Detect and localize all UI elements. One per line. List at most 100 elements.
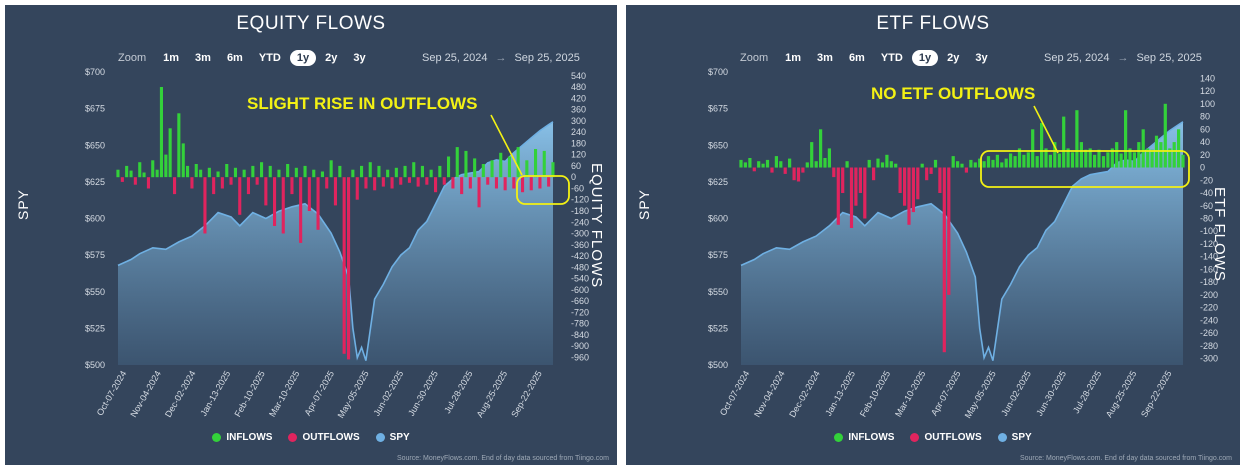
outflow-bar (512, 177, 516, 189)
outflow-bar (854, 167, 858, 206)
right-tick-label: -180 (571, 206, 589, 216)
inflow-bar (1022, 154, 1026, 168)
right-tick-label: -60 (1200, 201, 1213, 211)
legend-spy[interactable]: SPY (997, 432, 1032, 443)
x-tick-label: Jun-02-2025 (999, 369, 1033, 418)
range-from[interactable]: Sep 25, 2024 (422, 52, 488, 64)
annotation-highlight-box (516, 175, 570, 205)
source-note: Source: MoneyFlows.com. End of day data … (396, 455, 609, 462)
legend-spy-label: SPY (1011, 432, 1032, 443)
inflow-bar (294, 167, 298, 178)
legend-outflows-label: OUTFLOWS (924, 432, 982, 443)
inflow-bar (1013, 156, 1017, 168)
legend-spy[interactable]: SPY (375, 432, 410, 443)
inflow-bar (542, 150, 546, 178)
inflow-bar (951, 156, 955, 168)
right-tick-label: -40 (1200, 188, 1213, 198)
annotation-highlight-box (980, 150, 1190, 188)
x-tick-label: Jan-13-2025 (198, 369, 232, 418)
right-tick-label: -900 (571, 341, 589, 351)
outflow-bar (521, 177, 525, 193)
inflow-bar (969, 159, 973, 168)
inflow-bar (534, 149, 538, 178)
outflow-bar (146, 177, 150, 189)
right-tick-label: 180 (571, 138, 586, 148)
right-tick-label: -80 (1200, 214, 1213, 224)
zoom-1m-button[interactable]: 1m (163, 52, 180, 64)
outflow-bar (307, 177, 311, 211)
inflow-bar (177, 113, 181, 178)
zoom-2y-button[interactable]: 2y (325, 52, 338, 64)
inflow-bar (1057, 153, 1061, 168)
left-tick-label: $550 (708, 287, 728, 297)
outflow-bar (407, 177, 411, 183)
zoom-6m-button[interactable]: 6m (226, 52, 243, 64)
range-from[interactable]: Sep 25, 2024 (1044, 52, 1110, 64)
legend-inflows[interactable]: INFLOWS (212, 432, 272, 443)
zoom-3y-button[interactable]: 3y (975, 52, 988, 64)
inflow-bar (320, 171, 324, 178)
legend-outflows[interactable]: OUTFLOWS (910, 432, 982, 443)
left-tick-label: $600 (708, 214, 728, 224)
zoom-3m-button[interactable]: 3m (195, 52, 211, 64)
inflow-bar (995, 154, 999, 168)
inflow-bar (1062, 116, 1066, 168)
right-tick-label: 300 (571, 116, 586, 126)
zoom-1y-button[interactable]: 1y (289, 50, 317, 66)
inflow-bar (986, 156, 991, 168)
outflow-bar (841, 167, 845, 193)
legend-outflows[interactable]: OUTFLOWS (288, 432, 360, 443)
inflow-bar (351, 169, 355, 178)
outflow-bar (801, 167, 805, 173)
zoom-2y-button[interactable]: 2y (947, 52, 960, 64)
outflow-bar (273, 177, 277, 226)
chart-title: ETF FLOWS (876, 13, 990, 34)
right-tick-label: 360 (571, 105, 586, 115)
inflow-bar (429, 169, 433, 178)
x-tick-label: Dec-02-2024 (787, 369, 822, 419)
inflow-bar (168, 128, 172, 178)
inflow-bar (1009, 153, 1013, 168)
annotation-text: NO ETF OUTFLOWS (871, 84, 1035, 103)
inflow-bar (438, 165, 442, 178)
outflow-bar (451, 177, 455, 189)
zoom-1m-button[interactable]: 1m (785, 52, 802, 64)
inflow-bar (207, 167, 211, 178)
inflow-bar (260, 162, 264, 178)
right-tick-label: 60 (571, 161, 581, 171)
left-tick-label: $600 (85, 214, 105, 224)
outflow-bar (460, 177, 464, 195)
right-tick-label: -120 (1200, 239, 1218, 249)
right-tick-label: -540 (571, 274, 589, 284)
outflow-bar (390, 177, 394, 189)
inflow-bar (377, 165, 381, 178)
inflow-bar (765, 159, 770, 168)
right-tick-label: -600 (571, 285, 589, 295)
inflow-bar (394, 167, 398, 178)
zoom-3y-button[interactable]: 3y (353, 52, 366, 64)
spy-dot-icon (375, 433, 385, 442)
right-tick-label: 420 (571, 93, 586, 103)
range-separator: → (495, 52, 507, 64)
inflow-bar (1000, 162, 1004, 168)
legend-inflows[interactable]: INFLOWS (834, 432, 894, 443)
x-tick-label: Jan-13-2025 (823, 369, 857, 418)
inflow-bar (464, 150, 468, 178)
inflow-bar (1048, 154, 1052, 168)
zoom-ytd-button[interactable]: YTD (258, 52, 281, 64)
inflow-bar (142, 172, 146, 178)
range-to[interactable]: Sep 25, 2025 (514, 52, 580, 64)
zoom-6m-button[interactable]: 6m (848, 52, 865, 64)
zoom-1y-button[interactable]: 1y (911, 50, 939, 66)
left-tick-label: $500 (85, 360, 105, 370)
annotation-arrow (1033, 105, 1059, 154)
range-to[interactable]: Sep 25, 2025 (1136, 52, 1202, 64)
annotation-arrow (490, 114, 523, 176)
inflow-bar (225, 164, 229, 178)
zoom-3m-button[interactable]: 3m (817, 52, 833, 64)
outflow-bar (347, 177, 351, 360)
inflow-bar (155, 169, 159, 178)
inflow-bar (1163, 103, 1167, 168)
right-tick-label: 480 (571, 82, 586, 92)
zoom-ytd-button[interactable]: YTD (880, 52, 903, 64)
